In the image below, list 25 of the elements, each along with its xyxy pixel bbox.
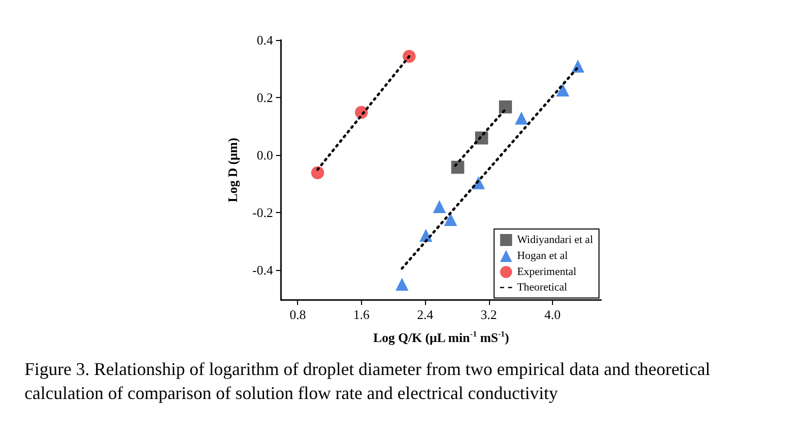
legend-label: Hogan et al — [517, 250, 568, 262]
y-tick-label: -0.2 — [252, 204, 273, 220]
y-tick-label: 0.0 — [256, 147, 273, 162]
legend-label: Widiyandari et al — [517, 234, 594, 246]
legend-label: Theoretical — [517, 282, 568, 294]
point — [514, 112, 528, 125]
point — [402, 50, 416, 63]
legend-label: Experimental — [517, 266, 576, 278]
point — [498, 100, 512, 114]
y-tick-label: 0.4 — [256, 32, 274, 48]
x-tick-label: 1.6 — [353, 307, 370, 322]
x-tick-label: 2.4 — [416, 307, 434, 322]
y-axis-title: Log D (μm) — [225, 138, 240, 202]
x-tick-label: 4.0 — [544, 307, 561, 322]
x-tick-label: 3.2 — [480, 307, 497, 322]
x-tick-label: 0.8 — [290, 307, 306, 322]
point — [556, 83, 570, 96]
caption: Figure 3. Relationship of logarithm of droplet diameter from two empirical data and theoretical calculation of comparison of solution flow rate and electrical conductivity — [24, 359, 715, 403]
point — [451, 160, 464, 174]
point — [432, 200, 446, 214]
point — [395, 278, 408, 291]
point — [444, 213, 458, 226]
y-tick-label: 0.2 — [256, 90, 273, 105]
point — [311, 166, 324, 180]
y-tick-label: -0.4 — [252, 262, 274, 278]
